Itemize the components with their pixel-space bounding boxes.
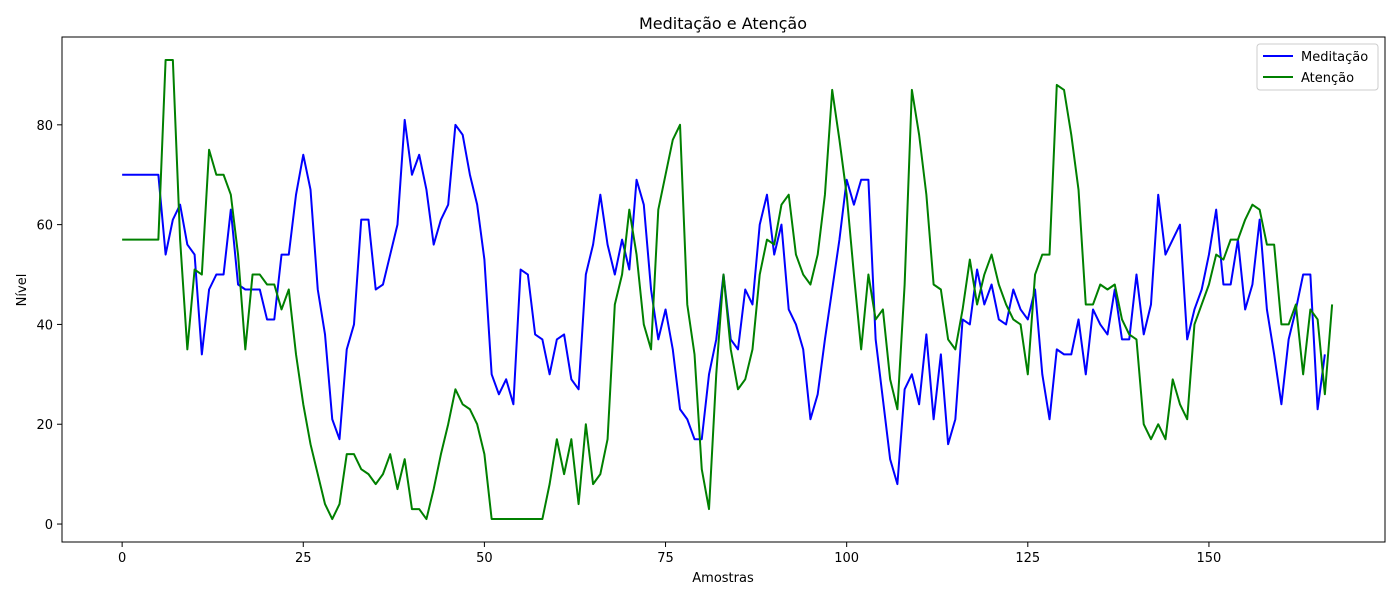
chart-title: Meditação e Atenção xyxy=(639,14,807,33)
y-tick-label: 20 xyxy=(36,418,53,433)
x-tick-label: 100 xyxy=(834,551,859,566)
y-tick-label: 40 xyxy=(36,318,53,333)
x-tick-label: 0 xyxy=(118,551,126,566)
y-tick-label: 0 xyxy=(45,518,53,533)
x-tick-label: 50 xyxy=(476,551,493,566)
x-axis-label: Amostras xyxy=(692,571,754,586)
plot-frame xyxy=(61,36,1386,543)
legend-label-atencao: Atenção xyxy=(1301,71,1354,86)
y-axis-ticks: 0 20 40 60 80 xyxy=(36,119,62,533)
series-lines xyxy=(122,58,1334,521)
y-axis-label: Nível xyxy=(15,274,30,307)
series-line-meditacao xyxy=(122,118,1326,486)
x-tick-label: 75 xyxy=(657,551,674,566)
y-tick-label: 60 xyxy=(36,219,53,234)
x-tick-label: 150 xyxy=(1197,551,1222,566)
legend: Meditação Atenção xyxy=(1256,43,1379,91)
legend-label-meditacao: Meditação xyxy=(1301,50,1368,65)
y-tick-label: 80 xyxy=(36,119,53,134)
x-tick-label: 25 xyxy=(295,551,312,566)
x-tick-label: 125 xyxy=(1015,551,1040,566)
series-line-atencao xyxy=(122,58,1334,521)
x-axis-ticks: 0 25 50 75 100 125 150 xyxy=(118,542,1221,566)
